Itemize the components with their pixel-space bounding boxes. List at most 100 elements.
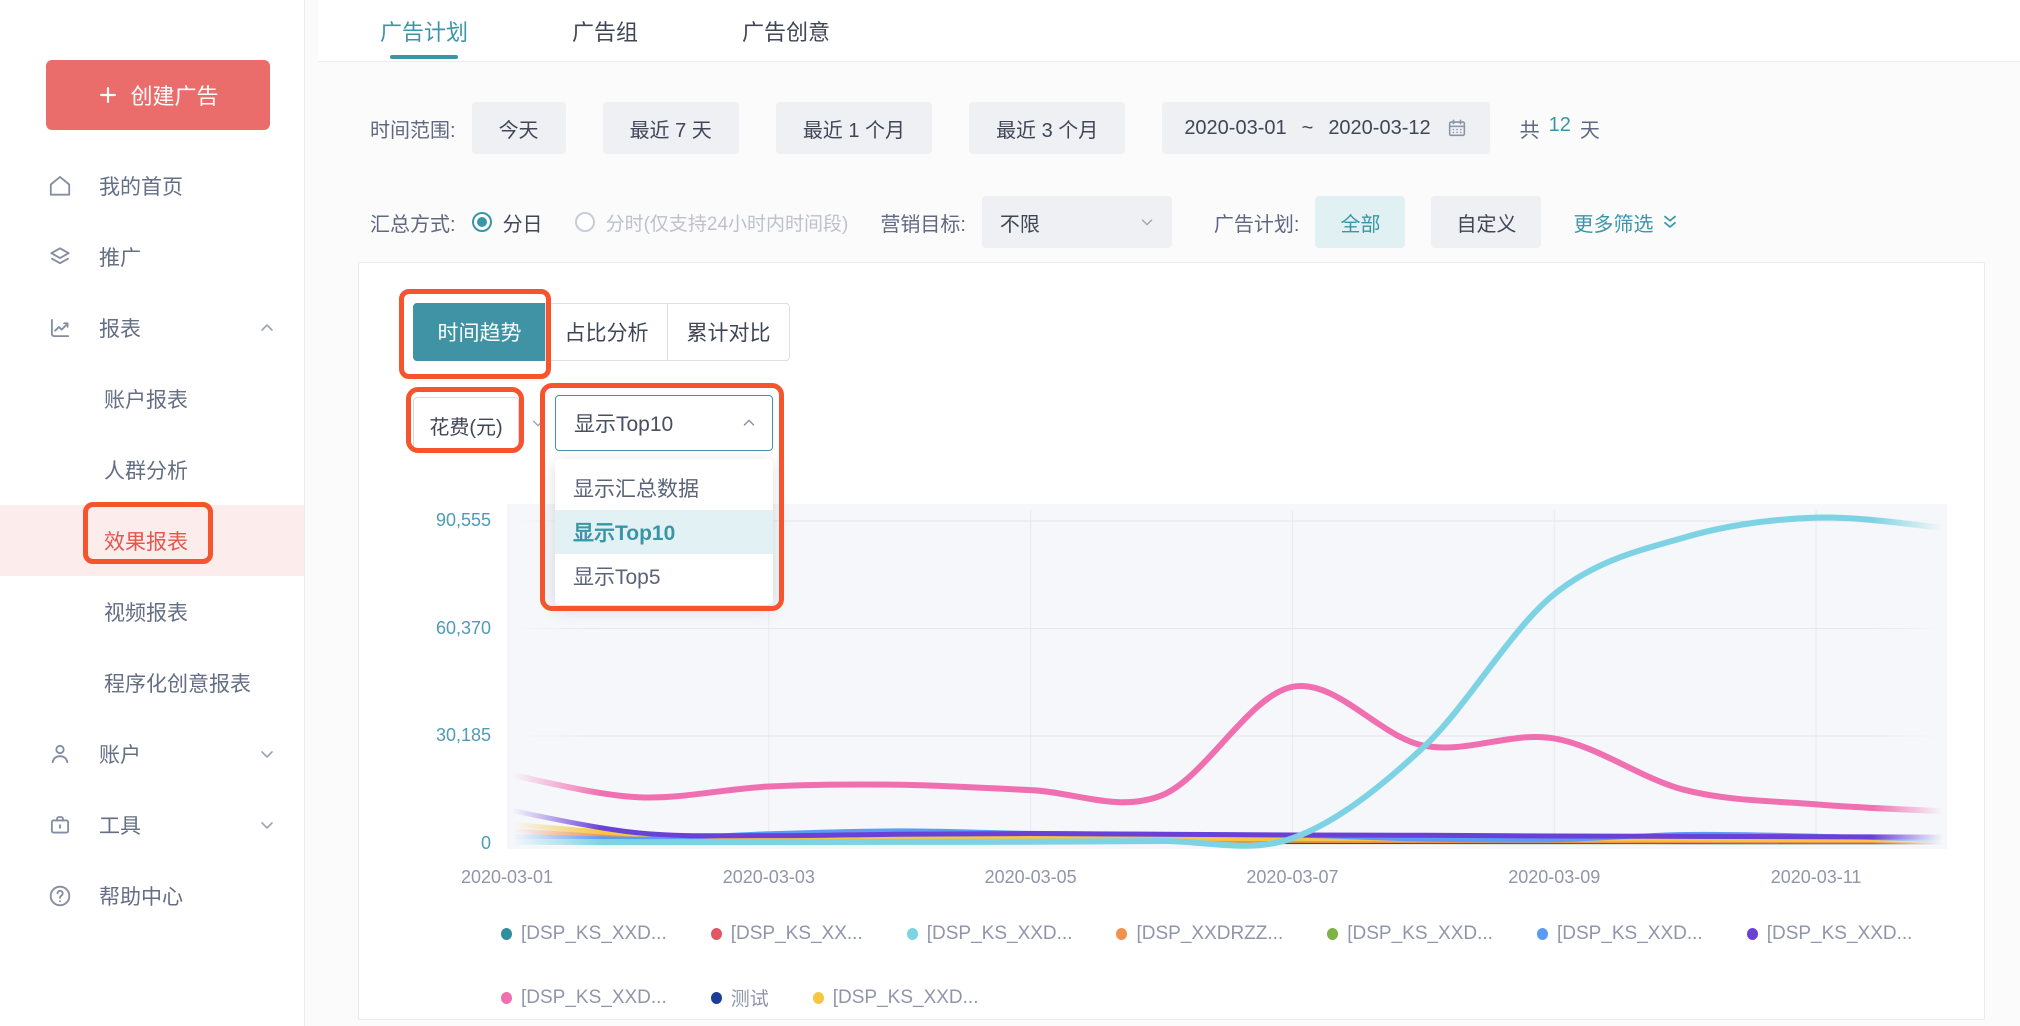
ad-plan-custom-button[interactable]: 自定义	[1431, 196, 1542, 248]
tab-cumulative-compare[interactable]: 累计对比	[667, 303, 790, 361]
legend-dot-icon	[1116, 928, 1128, 940]
total-days-suffix: 天	[1579, 119, 1600, 142]
sidebar-item-label: 视频报表	[104, 601, 188, 625]
tab-ad-group[interactable]: 广告组	[572, 19, 639, 45]
sidebar-item-label: 我的首页	[99, 175, 183, 199]
legend-dot-icon	[906, 928, 918, 940]
radio-daily-circle	[471, 212, 492, 232]
calendar-icon	[1448, 119, 1465, 137]
ad-plan-label: 广告计划:	[1213, 213, 1300, 236]
main-content: 广告计划 广告组 广告创意 时间范围: 今天 最近 7 天 最近 1 个月 最近…	[318, 0, 2020, 1020]
legend-dot-icon	[710, 991, 722, 1004]
sidebar-item-account-report[interactable]: 账户报表	[0, 363, 304, 434]
sidebar-nav: 我的首页 推广 报表 账户报表 人群分析 效果报表 视频报表 程序化创意报表 账…	[0, 150, 304, 931]
sidebar-item-home[interactable]: 我的首页	[0, 150, 304, 221]
marketing-goal-select[interactable]: 不限	[981, 196, 1172, 248]
sidebar-item-reports[interactable]: 报表	[0, 292, 304, 363]
legend-row-2: [DSP_KS_XXD... 测试 [DSP_KS_XXD...	[501, 984, 978, 1011]
range-today-button[interactable]: 今天	[471, 102, 566, 154]
plus-icon	[100, 87, 117, 103]
question-circle-icon	[49, 885, 71, 906]
legend-item[interactable]: [DSP_XXDRZZ...	[1116, 923, 1283, 945]
series-line-6	[507, 807, 1947, 840]
option-show-top5[interactable]: 显示Top5	[573, 566, 661, 589]
sidebar-item-video-report[interactable]: 视频报表	[0, 576, 304, 647]
sidebar-item-audience-analysis[interactable]: 人群分析	[0, 434, 304, 505]
legend-label: [DSP_KS_XXD...	[926, 923, 1073, 944]
sidebar-item-label: 账户报表	[104, 388, 188, 412]
legend-item[interactable]: [DSP_KS_XXD...	[501, 923, 667, 945]
create-ad-label: 创建广告	[130, 84, 219, 109]
range-3months-button[interactable]: 最近 3 个月	[969, 102, 1126, 154]
sidebar-item-programmatic-creative-report[interactable]: 程序化创意报表	[0, 647, 304, 718]
chart-line-icon	[50, 318, 70, 337]
legend-label: [DSP_KS_XXD...	[1347, 923, 1493, 944]
legend-dot-icon	[1746, 928, 1758, 940]
metric-selector[interactable]: 花费(元)	[413, 397, 519, 453]
radio-daily[interactable]: 分日	[471, 208, 543, 237]
legend-dot-icon	[812, 991, 824, 1004]
create-ad-button[interactable]: 创建广告	[46, 60, 270, 130]
layers-icon	[50, 246, 70, 264]
legend-item[interactable]: [DSP_KS_XXD...	[1746, 923, 1912, 945]
tab-ad-creative[interactable]: 广告创意	[742, 19, 831, 45]
legend-label: [DSP_XXDRZZ...	[1136, 923, 1284, 944]
legend-label: [DSP_KS_XXD...	[1556, 923, 1703, 944]
more-filters-link[interactable]: 更多筛选	[1573, 208, 1680, 237]
sidebar-item-effect-report[interactable]: 效果报表	[0, 505, 304, 576]
legend-item[interactable]: [DSP_KS_XXD...	[501, 984, 667, 1011]
legend-item[interactable]: [DSP_KS_XXD...	[812, 984, 978, 1011]
chevron-down-icon	[1141, 219, 1153, 226]
date-start: 2020-03-01	[1184, 116, 1287, 139]
legend-item[interactable]: [DSP_KS_XXD...	[906, 923, 1073, 945]
sidebar: 创建广告 我的首页 推广 报表 账户报表 人群分析 效果报表 视频报表 程序化创…	[0, 0, 305, 1026]
toolbox-icon	[50, 815, 70, 834]
legend-item[interactable]: 测试	[710, 984, 769, 1011]
summary-label: 汇总方式:	[370, 213, 456, 236]
y-axis-tick: 90,555	[435, 510, 491, 530]
date-end: 2020-03-12	[1328, 116, 1431, 139]
date-tilde: ~	[1301, 116, 1314, 139]
legend-dot-icon	[1327, 928, 1339, 940]
series-line-2	[507, 514, 1947, 849]
total-days-prefix: 共	[1519, 119, 1540, 142]
legend-dot-icon	[710, 928, 722, 940]
x-axis-tick: 2020-03-03	[722, 867, 815, 887]
legend-dot-icon	[1536, 928, 1548, 940]
ad-plan-all-button[interactable]: 全部	[1315, 196, 1406, 248]
chart-view-tabs: 时间趋势 占比分析 累计对比	[413, 303, 790, 361]
radio-hourly[interactable]: 分时(仅支持24小时内时间段)	[574, 209, 849, 236]
sidebar-item-tools[interactable]: 工具	[0, 789, 304, 860]
radio-hourly-label: 分时(仅支持24小时内时间段)	[605, 213, 849, 235]
sidebar-item-label: 工具	[99, 814, 141, 838]
legend-item[interactable]: [DSP_KS_XXD...	[1327, 923, 1493, 945]
x-axis-tick: 2020-03-11	[1770, 867, 1862, 887]
option-show-summary[interactable]: 显示汇总数据	[573, 478, 699, 501]
tab-ad-plan[interactable]: 广告计划	[380, 0, 468, 61]
x-axis-tick: 2020-03-09	[1508, 867, 1601, 887]
top-n-menu: 显示汇总数据 显示Top10 显示Top5	[555, 459, 773, 605]
total-days-value: 12	[1548, 113, 1571, 136]
sidebar-item-promotion[interactable]: 推广	[0, 221, 304, 292]
radio-hourly-circle	[574, 212, 595, 232]
tab-proportion-analysis[interactable]: 占比分析	[545, 303, 668, 361]
option-show-top10[interactable]: 显示Top10	[555, 510, 773, 554]
marketing-goal-label: 营销目标:	[880, 213, 966, 236]
sidebar-item-account[interactable]: 账户	[0, 718, 304, 789]
radio-daily-label: 分日	[502, 213, 543, 236]
legend-label: [DSP_KS_XXD...	[521, 986, 667, 1008]
home-icon	[49, 175, 71, 196]
sidebar-item-label: 人群分析	[104, 459, 188, 483]
legend-dot-icon	[501, 991, 512, 1004]
top-n-select[interactable]: 显示Top10	[555, 395, 773, 451]
legend-label: [DSP_KS_XX...	[730, 923, 863, 944]
tab-time-trend[interactable]: 时间趋势	[413, 303, 546, 361]
sidebar-item-help-center[interactable]: 帮助中心	[0, 860, 304, 931]
chevron-down-icon	[261, 750, 273, 758]
legend-item[interactable]: [DSP_KS_XXD...	[1536, 923, 1703, 945]
legend-item[interactable]: [DSP_KS_XX...	[710, 923, 863, 945]
date-range-picker[interactable]: 2020-03-01 ~ 2020-03-12	[1162, 102, 1490, 154]
range-7days-button[interactable]: 最近 7 天	[602, 102, 739, 154]
range-1month-button[interactable]: 最近 1 个月	[775, 102, 933, 154]
x-axis-tick: 2020-03-07	[1246, 867, 1339, 887]
